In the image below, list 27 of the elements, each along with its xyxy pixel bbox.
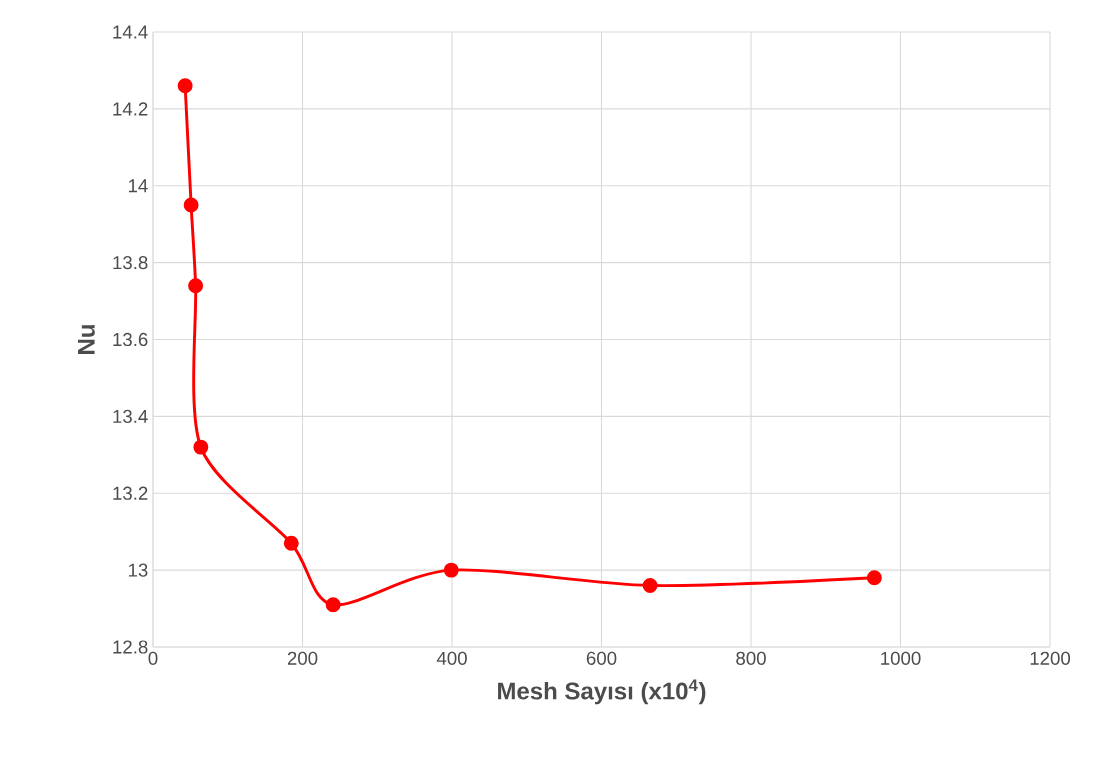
y-tick-label: 13.6 <box>113 332 148 347</box>
x-tick-label: 600 <box>586 651 617 665</box>
x-tick-label: 1000 <box>881 651 921 665</box>
point <box>325 597 341 613</box>
point <box>183 197 199 213</box>
x-axis-title: Mesh Sayısı (x10$^{4}$) <box>498 679 706 705</box>
point <box>443 562 459 578</box>
y-tick-label: 13.8 <box>113 256 148 270</box>
y-tick-label: 14.2 <box>113 102 148 116</box>
y-tick-label: 13.4 <box>113 409 148 423</box>
point <box>866 570 882 586</box>
y-tick-label: 12.8 <box>113 640 148 654</box>
y-tick-label: 13.2 <box>113 486 148 500</box>
y-tick-label: 13 <box>128 563 148 577</box>
x-tick-label: 200 <box>287 651 318 665</box>
y-tick-label: 14.4 <box>113 25 148 39</box>
x-tick-label: 0 <box>148 651 158 665</box>
x-tick-label: 1200 <box>1030 651 1071 665</box>
point <box>193 439 209 455</box>
y-axis-title: Nu <box>78 325 95 354</box>
point <box>177 78 193 94</box>
point <box>188 278 204 294</box>
point <box>642 578 658 593</box>
y-tick-label: 14 <box>128 179 148 193</box>
x-tick-label: 400 <box>436 651 467 665</box>
point <box>283 535 299 551</box>
x-tick-label: 800 <box>736 651 766 665</box>
